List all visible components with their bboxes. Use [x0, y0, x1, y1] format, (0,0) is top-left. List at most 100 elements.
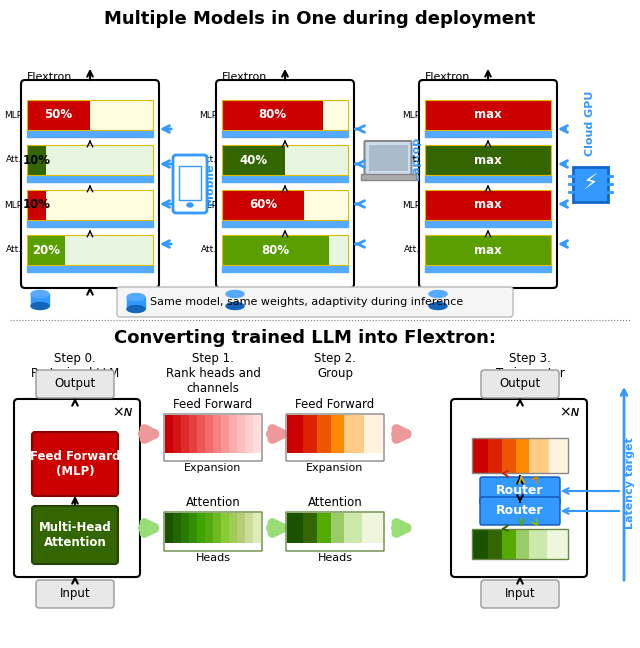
Text: Heads: Heads — [195, 553, 230, 563]
Bar — [222, 175, 348, 182]
Bar — [165, 513, 173, 543]
Bar — [516, 529, 529, 559]
Text: Step 2.
Group: Step 2. Group — [314, 352, 356, 380]
Bar — [573, 167, 607, 202]
Text: MLP: MLP — [4, 111, 22, 119]
Text: Feed Forward: Feed Forward — [173, 398, 253, 411]
Text: Att.: Att. — [201, 156, 217, 165]
Text: Same model, same weights, adaptivity during inference: Same model, same weights, adaptivity dur… — [150, 297, 463, 307]
Bar — [425, 130, 551, 137]
Bar — [364, 415, 383, 453]
Bar — [472, 438, 568, 473]
Text: max: max — [474, 244, 502, 257]
Text: ×ɴ: ×ɴ — [559, 405, 579, 419]
Bar — [425, 235, 551, 265]
Bar — [27, 145, 153, 175]
Bar — [173, 513, 181, 543]
FancyBboxPatch shape — [36, 580, 114, 608]
Bar — [27, 130, 153, 137]
FancyBboxPatch shape — [481, 370, 559, 398]
Text: Att.: Att. — [6, 246, 22, 255]
Text: Flextron: Flextron — [425, 72, 470, 82]
Ellipse shape — [127, 294, 145, 301]
Bar — [360, 174, 415, 180]
Bar — [425, 190, 551, 220]
FancyBboxPatch shape — [480, 477, 560, 505]
Text: 50%: 50% — [44, 108, 72, 122]
FancyBboxPatch shape — [480, 497, 560, 525]
Bar — [317, 415, 331, 453]
Bar — [502, 529, 516, 559]
Bar — [197, 415, 205, 453]
FancyBboxPatch shape — [419, 80, 557, 288]
Bar — [425, 220, 551, 227]
Bar — [197, 513, 205, 543]
Text: Output: Output — [54, 378, 95, 391]
Bar — [222, 145, 285, 175]
Bar — [229, 513, 237, 543]
Text: Att.: Att. — [404, 246, 420, 255]
Bar — [222, 235, 348, 265]
Text: Latency target: Latency target — [625, 437, 635, 529]
Bar — [165, 415, 173, 453]
Bar — [287, 513, 303, 543]
Text: Output: Output — [499, 378, 541, 391]
FancyBboxPatch shape — [36, 370, 114, 398]
Bar — [425, 100, 551, 130]
Text: 80%: 80% — [262, 244, 290, 257]
Bar — [425, 145, 551, 175]
Bar — [237, 415, 245, 453]
Bar — [27, 190, 46, 220]
Bar — [27, 100, 153, 130]
Text: Attention: Attention — [308, 496, 362, 509]
Bar — [516, 438, 529, 473]
Text: 40%: 40% — [239, 154, 268, 167]
Bar — [287, 415, 303, 453]
Bar — [472, 529, 488, 559]
Text: Feed Forward
(MLP): Feed Forward (MLP) — [29, 450, 120, 478]
Text: ⚡: ⚡ — [582, 174, 598, 194]
Bar — [27, 100, 153, 130]
Bar — [222, 190, 304, 220]
Bar — [488, 529, 502, 559]
Bar — [127, 297, 145, 309]
Bar — [213, 513, 221, 543]
Bar — [331, 513, 344, 543]
Bar — [27, 235, 153, 265]
Text: Expansion: Expansion — [184, 463, 242, 473]
Text: 20%: 20% — [32, 244, 60, 257]
FancyBboxPatch shape — [451, 399, 587, 577]
Text: Mobile: Mobile — [205, 163, 215, 205]
Bar — [27, 235, 65, 265]
Bar — [429, 294, 447, 306]
FancyBboxPatch shape — [216, 80, 354, 288]
Bar — [331, 415, 344, 453]
FancyBboxPatch shape — [365, 141, 412, 175]
Text: Multi-Head
Attention: Multi-Head Attention — [38, 521, 111, 549]
Text: Input: Input — [505, 588, 535, 601]
Ellipse shape — [187, 203, 193, 207]
Bar — [181, 415, 189, 453]
Text: Converting trained LLM into Flextron:: Converting trained LLM into Flextron: — [114, 329, 496, 347]
Text: MLP: MLP — [402, 200, 420, 209]
Text: Att.: Att. — [201, 246, 217, 255]
Text: Att.: Att. — [6, 156, 22, 165]
Bar — [27, 265, 153, 272]
Bar — [222, 235, 329, 265]
Bar — [344, 415, 364, 453]
FancyBboxPatch shape — [117, 287, 513, 317]
Bar — [27, 190, 153, 220]
FancyBboxPatch shape — [173, 155, 207, 213]
Bar — [344, 513, 362, 543]
Text: MLP: MLP — [199, 111, 217, 119]
Bar — [245, 415, 253, 453]
Bar — [221, 415, 229, 453]
Bar — [425, 190, 551, 220]
Ellipse shape — [127, 305, 145, 312]
Bar — [222, 190, 348, 220]
Text: Att.: Att. — [404, 156, 420, 165]
Bar — [27, 100, 90, 130]
Bar — [237, 513, 245, 543]
Bar — [181, 513, 189, 543]
FancyBboxPatch shape — [14, 399, 140, 577]
